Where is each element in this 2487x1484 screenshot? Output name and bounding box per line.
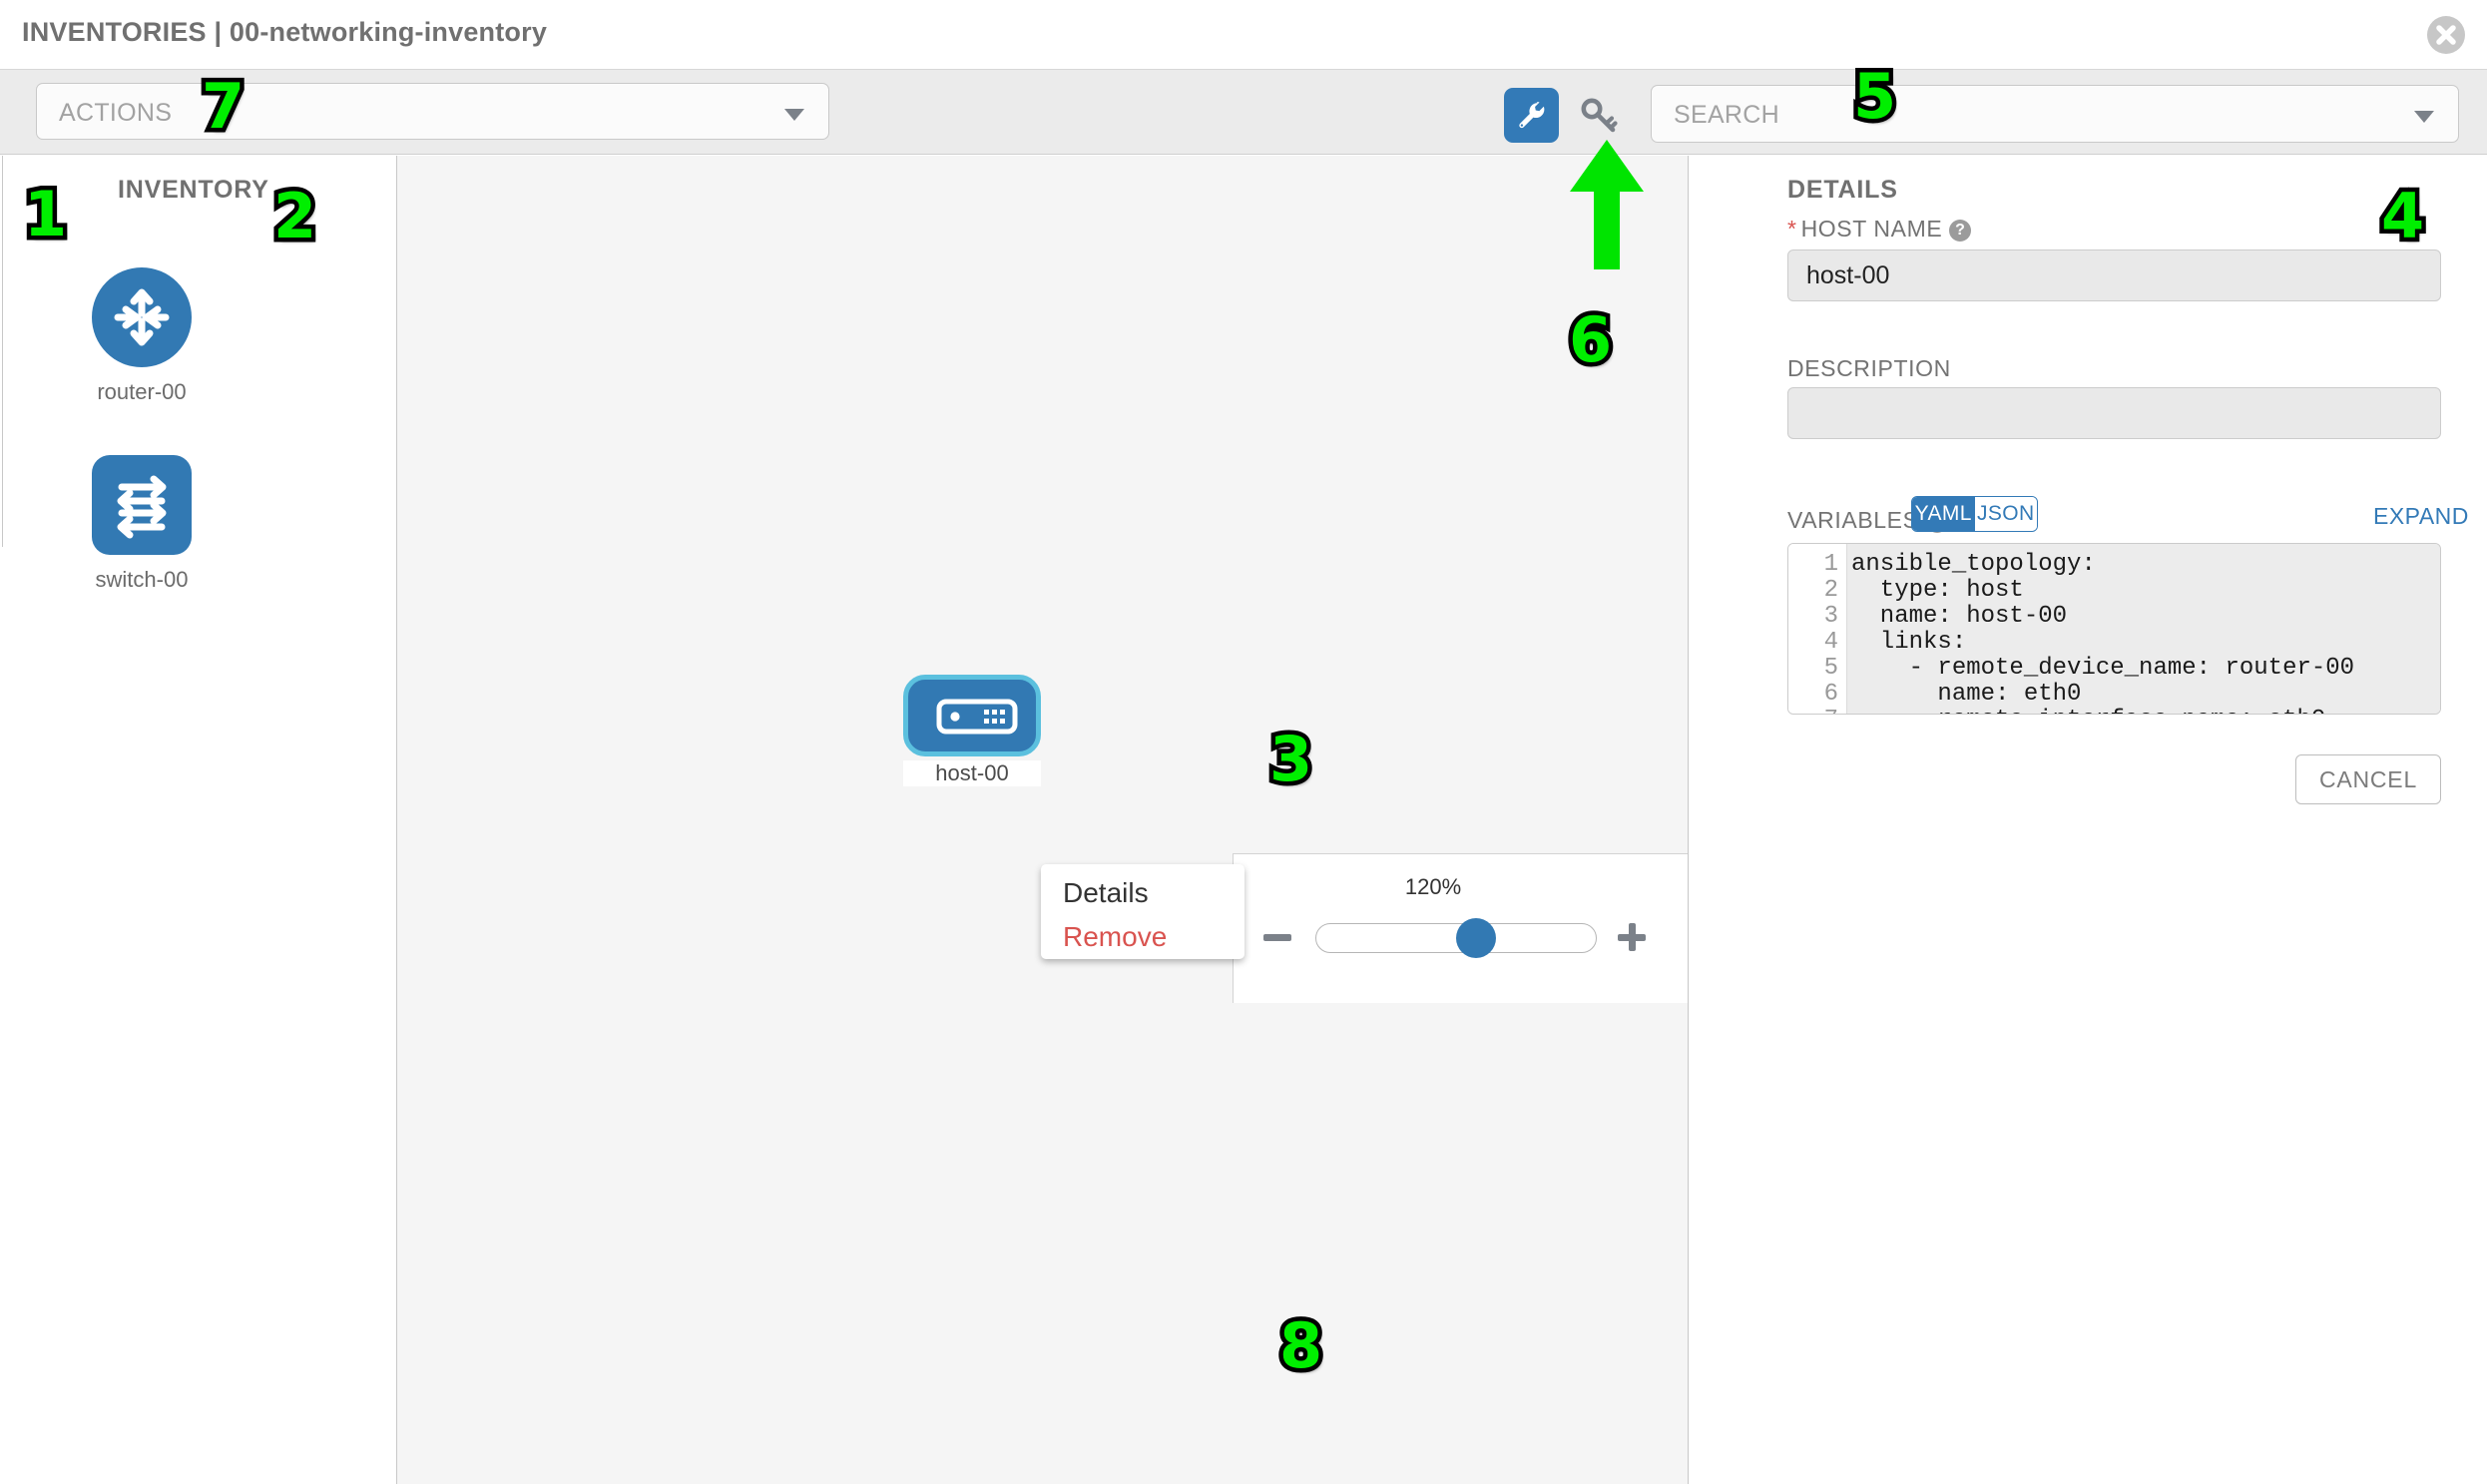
- topology-node-label: host-00: [903, 760, 1041, 786]
- actions-dropdown-label: ACTIONS: [59, 99, 173, 127]
- cancel-button[interactable]: CANCEL: [2295, 754, 2441, 804]
- toggle-json[interactable]: JSON: [1974, 497, 2037, 531]
- wrench-icon-button[interactable]: [1504, 88, 1559, 143]
- close-icon[interactable]: [2427, 16, 2465, 54]
- line-number: 2: [1823, 577, 1838, 604]
- zoom-slider-thumb[interactable]: [1456, 918, 1496, 958]
- router-icon: [92, 267, 192, 367]
- code-line: links:: [1851, 629, 1967, 656]
- zoom-level-value: 120%: [1404, 874, 1462, 899]
- code-line: name: host-00: [1851, 603, 2068, 630]
- variables-code-editor[interactable]: 1 2 3 4 5 6 7 ansible_topology: type: ho…: [1787, 543, 2441, 715]
- minus-icon[interactable]: [1263, 934, 1291, 941]
- expand-link[interactable]: EXPAND: [2373, 503, 2469, 529]
- chevron-down-icon: [784, 109, 804, 121]
- server-icon[interactable]: [903, 675, 1041, 756]
- toggle-yaml[interactable]: YAML: [1912, 497, 1975, 531]
- code-line: name: eth0: [1851, 681, 2082, 708]
- sidebar-device-label: router-00: [97, 379, 187, 404]
- line-number: 6: [1823, 681, 1838, 708]
- breadcrumb: INVENTORIES | 00-networking-inventory: [22, 17, 548, 47]
- details-title: DETAILS: [1787, 176, 1898, 204]
- line-number: 7: [1788, 708, 1846, 715]
- host-name-label-text: HOST NAME: [1800, 216, 1943, 242]
- search-placeholder: SEARCH: [1674, 101, 1779, 129]
- details-panel: DETAILS *HOST NAME? DESCRIPTION VARIABLE…: [1690, 156, 2487, 1484]
- line-number: 4: [1823, 629, 1838, 656]
- host-name-label: * HOST NAME?: [1787, 216, 1972, 243]
- context-menu-item-remove[interactable]: Remove: [1063, 921, 1168, 952]
- required-asterisk: *: [1787, 216, 1797, 242]
- question-circle-icon[interactable]: ?: [1949, 220, 1972, 242]
- host-name-field[interactable]: [1787, 249, 2441, 301]
- description-label: DESCRIPTION: [1787, 355, 1951, 381]
- plus-icon[interactable]: [1618, 923, 1646, 951]
- code-content[interactable]: ansible_topology: type: host name: host-…: [1847, 544, 2440, 714]
- zoom-control[interactable]: 120%: [1233, 853, 1688, 1003]
- sidebar-divider: [2, 156, 3, 547]
- search-input[interactable]: SEARCH: [1651, 85, 2459, 143]
- context-menu-item-details[interactable]: Details: [1063, 877, 1149, 908]
- sidebar-device-switch-00[interactable]: switch-00: [42, 455, 242, 593]
- sidebar-device-label: switch-00: [95, 567, 189, 592]
- description-field[interactable]: [1787, 387, 2441, 439]
- topology-canvas[interactable]: host-00 Details Remove 120%: [396, 156, 1689, 1484]
- zoom-slider[interactable]: [1315, 918, 1597, 958]
- sidebar-device-router-00[interactable]: router-00: [42, 267, 242, 405]
- node-context-menu[interactable]: Details Remove: [1041, 864, 1244, 959]
- code-line: type: host: [1851, 577, 2024, 604]
- code-gutter: 1 2 3 4 5 6 7: [1788, 544, 1847, 714]
- line-number: 3: [1823, 603, 1838, 630]
- actions-dropdown[interactable]: ACTIONS: [36, 83, 829, 140]
- window-header: INVENTORIES | 00-networking-inventory: [0, 0, 2487, 70]
- topology-node-host-00[interactable]: host-00: [903, 675, 1041, 786]
- variables-format-toggle[interactable]: YAML JSON: [1911, 496, 2038, 532]
- chevron-down-icon[interactable]: [2414, 111, 2434, 123]
- switch-icon: [92, 455, 192, 555]
- line-number: 5: [1823, 655, 1838, 682]
- code-line: - remote_device_name: router-00: [1851, 655, 2355, 682]
- code-line: ansible_topology:: [1851, 551, 2096, 578]
- inventory-title: INVENTORY: [118, 176, 269, 204]
- code-line: remote_interface_name: eth0: [1847, 708, 2440, 715]
- inventory-sidebar: INVENTORY router-00: [0, 156, 395, 1484]
- line-number: 1: [1823, 551, 1838, 578]
- key-icon-button[interactable]: [1575, 92, 1623, 140]
- variables-label-text: VARIABLES: [1787, 507, 1919, 533]
